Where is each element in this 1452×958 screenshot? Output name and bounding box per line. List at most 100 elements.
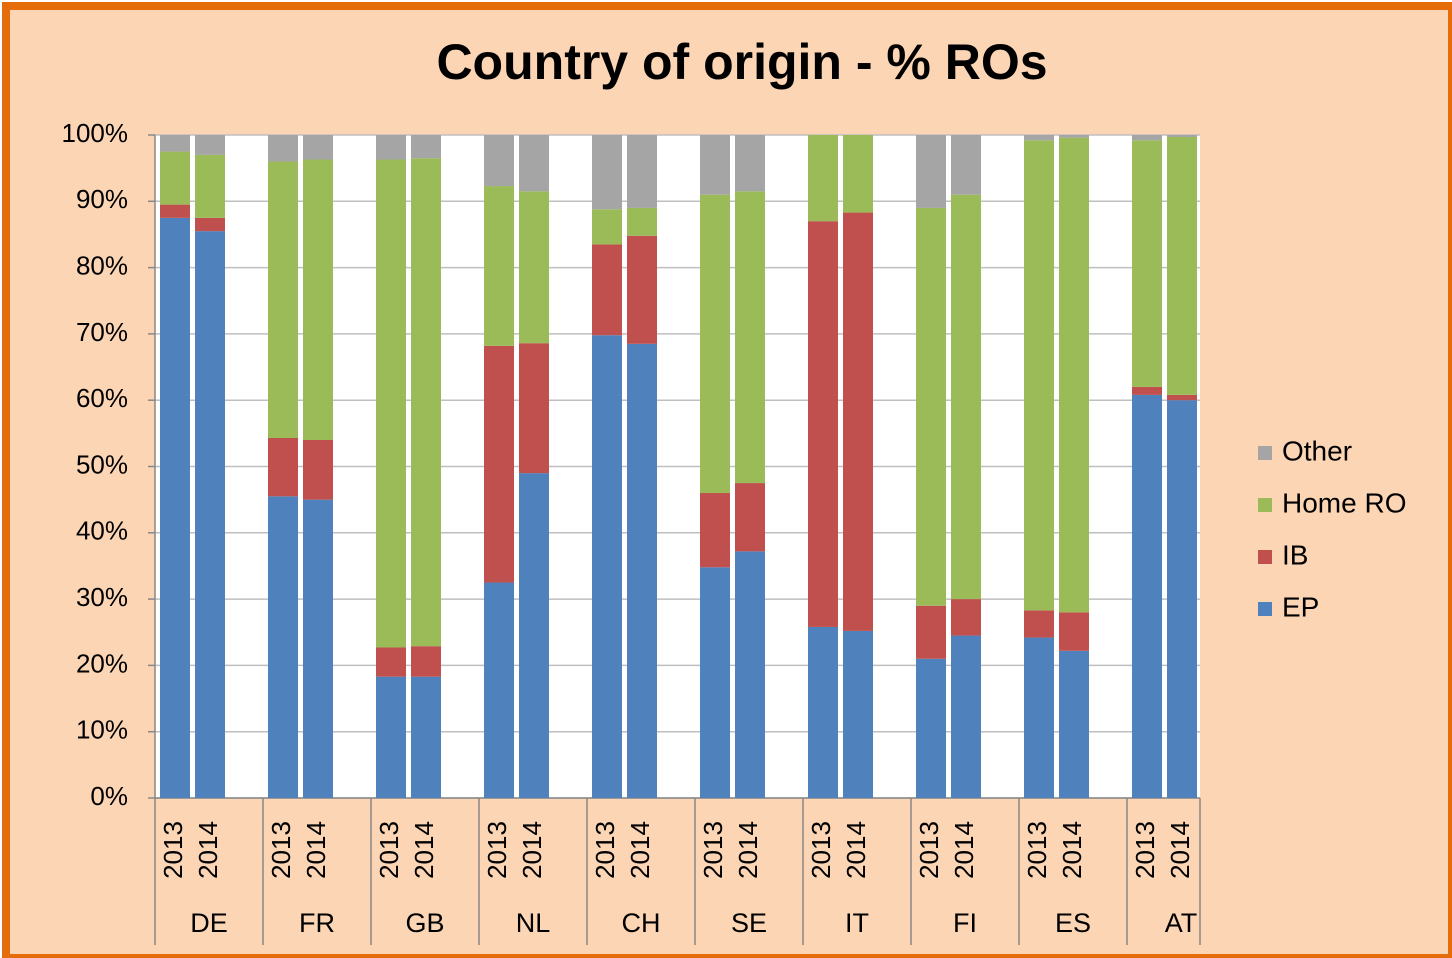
bar-segment [484,135,514,187]
bar-segment [160,151,190,205]
x-tick-label: 2013 [698,821,728,879]
bar-segment [700,567,730,798]
bar-segment [592,135,622,210]
y-tick-label: 40% [76,516,128,546]
bar-segment [735,191,765,484]
bar-segment [195,135,225,155]
y-tick-label: 0% [90,781,128,811]
x-tick-label: 2014 [625,821,655,879]
bar-segment [303,135,333,160]
legend-swatch [1258,550,1272,564]
bar-segment [519,473,549,798]
bar-segment [1024,135,1054,141]
bar-segment [1167,135,1197,137]
bar-segment [735,135,765,192]
bar-segment [951,635,981,798]
bar-segment [484,345,514,583]
bar-segment [1167,136,1197,395]
x-tick-label: 2013 [590,821,620,879]
bar-segment [808,221,838,627]
bar-segment [843,630,873,798]
bar-segment [160,135,190,152]
bar-segment [160,204,190,218]
legend-label: Other [1282,435,1352,466]
bar-segment [951,135,981,195]
x-tick-label: 2013 [482,821,512,879]
bar-segment [303,499,333,798]
group-label: FR [299,908,335,938]
y-tick-label: 10% [76,715,128,745]
bar-segment [916,658,946,798]
bar-segment [268,161,298,438]
bar-segment [160,217,190,798]
bar-segment [1059,650,1089,798]
bar-segment [627,207,657,236]
y-tick-label: 70% [76,317,128,347]
bar-segment [700,493,730,568]
bar-segment [519,191,549,344]
x-tick-label: 2014 [517,821,547,879]
y-tick-label: 30% [76,582,128,612]
bar-segment [484,186,514,346]
bar-segment [916,207,946,606]
bar-segment [627,235,657,344]
bar-segment [376,135,406,160]
bar-segment [195,154,225,218]
bar-segment [1167,400,1197,798]
group-label: SE [731,908,767,938]
bar-segment [951,599,981,636]
x-tick-label: 2013 [914,821,944,879]
bar-segment [411,646,441,677]
x-tick-label: 2013 [266,821,296,879]
bar-segment [1059,612,1089,651]
bar-segment [1059,135,1089,138]
group-label: DE [190,908,228,938]
bar-segment [1024,140,1054,611]
group-label: GB [405,908,444,938]
group-label: CH [622,908,661,938]
x-tick-label: 2014 [1165,821,1195,879]
bar-segment [1132,386,1162,395]
x-tick-label: 2013 [158,821,188,879]
bar-segment [195,231,225,798]
x-tick-label: 2014 [301,821,331,879]
bar-segment [843,135,873,213]
y-tick-label: 100% [62,118,129,148]
group-label: IT [845,908,869,938]
y-tick-label: 60% [76,383,128,413]
x-tick-label: 2014 [949,821,979,879]
legend-label: EP [1282,591,1319,622]
y-tick-label: 50% [76,449,128,479]
bar-segment [411,676,441,798]
bar-segment [519,135,549,192]
chart-title: Country of origin - % ROs [436,34,1047,90]
legend-label: Home RO [1282,487,1406,518]
bar-segment [411,158,441,647]
group-label: FI [953,908,977,938]
bar-segment [700,194,730,494]
bar-segment [700,135,730,195]
bar-segment [376,159,406,648]
bar-segment [1132,135,1162,141]
x-tick-label: 2014 [1057,821,1087,879]
bar-segment [376,647,406,677]
bar-segment [592,209,622,245]
bar-segment [1132,394,1162,798]
x-tick-label: 2014 [733,821,763,879]
legend-label: IB [1282,539,1308,570]
bar-segment [1024,610,1054,638]
legend-swatch [1258,446,1272,460]
bar-segment [303,159,333,440]
bar-segment [484,582,514,798]
bar-segment [268,437,298,497]
bar-segment [1024,637,1054,798]
bar-segment [195,217,225,232]
y-tick-label: 80% [76,250,128,280]
bar-segment [411,135,441,159]
bar-segment [808,135,838,222]
bar-segment [735,483,765,552]
bar-segment [627,135,657,208]
bar-segment [592,335,622,798]
bar-segment [376,676,406,798]
x-tick-label: 2013 [806,821,836,879]
